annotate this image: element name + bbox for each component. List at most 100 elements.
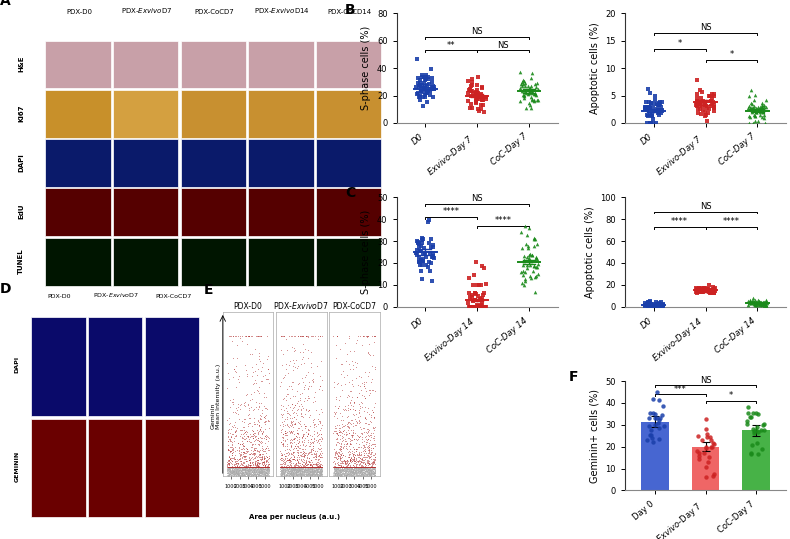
Point (289, 462, 302, 471)
Point (367, 338, 380, 347)
Point (229, 462, 242, 471)
Point (366, 467, 378, 475)
Point (246, 432, 258, 440)
Point (276, 462, 288, 471)
Point (356, 466, 368, 475)
Point (261, 471, 274, 479)
Point (328, 445, 340, 453)
Point (754, 108, 766, 116)
Point (359, 462, 372, 471)
Point (247, 468, 260, 477)
Point (223, 470, 235, 479)
Point (243, 461, 256, 469)
Point (277, 471, 290, 479)
Point (252, 455, 265, 464)
Point (252, 459, 265, 467)
Point (308, 462, 321, 471)
Point (366, 464, 378, 472)
Point (424, 248, 437, 257)
Point (342, 468, 355, 476)
Point (242, 465, 254, 474)
Point (367, 423, 379, 431)
Point (314, 462, 326, 471)
Point (354, 464, 367, 472)
Point (332, 451, 344, 460)
Point (299, 467, 311, 475)
Point (340, 466, 353, 474)
Point (275, 471, 288, 479)
Point (329, 453, 342, 462)
Point (339, 466, 352, 474)
Point (249, 470, 261, 479)
Point (251, 331, 264, 340)
Point (280, 462, 292, 471)
Point (274, 462, 287, 471)
Point (365, 466, 378, 474)
Point (645, 301, 658, 309)
Point (310, 462, 323, 471)
Point (296, 465, 309, 473)
Point (340, 466, 353, 475)
Point (256, 462, 269, 471)
Point (347, 463, 359, 472)
Point (350, 469, 363, 478)
Point (307, 468, 319, 477)
Point (329, 450, 341, 459)
Point (330, 469, 343, 478)
Point (255, 453, 268, 461)
Point (331, 471, 344, 479)
Point (242, 462, 254, 471)
Point (246, 405, 259, 414)
Point (342, 471, 355, 479)
Point (340, 469, 352, 478)
Point (239, 467, 252, 476)
Point (477, 288, 490, 297)
Point (369, 462, 382, 471)
Point (226, 446, 239, 455)
Point (285, 464, 298, 472)
Point (347, 402, 359, 410)
Point (309, 421, 322, 430)
Point (348, 470, 360, 479)
Point (295, 447, 307, 456)
Point (252, 451, 265, 460)
Point (311, 458, 324, 466)
Point (295, 463, 307, 472)
Point (301, 431, 314, 440)
Point (334, 467, 347, 475)
Point (355, 464, 367, 473)
Point (288, 346, 300, 355)
Point (260, 462, 273, 471)
Point (248, 472, 261, 480)
Point (363, 450, 376, 459)
Point (221, 465, 234, 473)
Point (225, 448, 238, 457)
Point (348, 466, 360, 474)
Point (230, 459, 243, 468)
Point (289, 469, 302, 478)
Point (250, 459, 263, 468)
Point (310, 467, 323, 475)
Point (349, 462, 362, 471)
Point (310, 471, 323, 480)
Point (254, 467, 267, 475)
Point (255, 469, 268, 478)
Point (292, 462, 305, 471)
Point (301, 464, 314, 472)
Point (641, 298, 654, 306)
Point (284, 465, 297, 474)
Point (369, 466, 382, 475)
Point (238, 469, 250, 478)
Point (277, 468, 290, 477)
Point (287, 470, 299, 479)
Point (275, 438, 288, 446)
Point (228, 466, 241, 475)
Point (239, 462, 252, 471)
Point (291, 429, 303, 437)
Point (228, 471, 240, 480)
Point (285, 422, 298, 431)
Point (358, 462, 371, 471)
Point (348, 462, 361, 471)
Point (248, 472, 261, 480)
Point (252, 468, 265, 477)
